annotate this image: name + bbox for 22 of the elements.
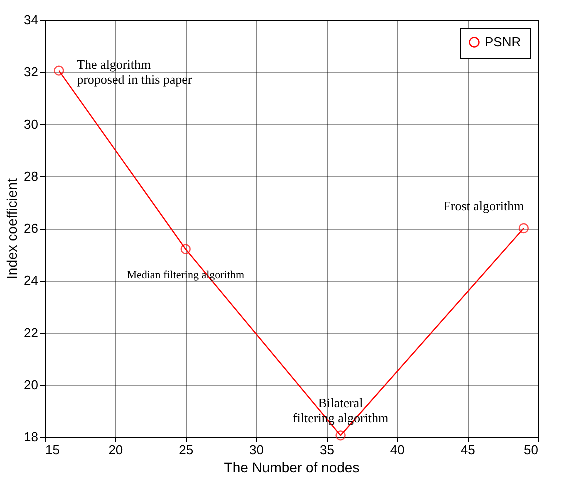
annotation: Frost algorithm — [444, 198, 524, 214]
x-tick-label: 25 — [179, 442, 194, 458]
x-tick-label: 50 — [524, 442, 538, 458]
x-axis-title: The Number of nodes — [224, 460, 360, 476]
x-tick-label: 20 — [108, 442, 124, 458]
y-tick-label: 30 — [24, 116, 38, 132]
y-axis-title: Index coefficient — [4, 178, 20, 280]
x-tick-label: 40 — [390, 442, 405, 458]
x-tick-label: 30 — [250, 442, 264, 458]
annotation: The algorithm proposed in this paper — [77, 56, 193, 87]
y-tick-label: 28 — [24, 168, 38, 184]
x-tick-label: 15 — [46, 442, 60, 458]
legend-label: PSNR — [485, 34, 522, 50]
x-tick-label: 45 — [460, 442, 476, 458]
y-tick-label: 20 — [24, 377, 38, 392]
y-tick-label: 32 — [24, 64, 38, 80]
y-tick-label: 26 — [24, 221, 38, 236]
y-tick-label: 22 — [24, 325, 38, 340]
y-tick-label: 24 — [24, 273, 38, 288]
y-tick-label: 34 — [24, 12, 38, 28]
y-tick-label: 18 — [24, 430, 38, 444]
x-tick-label: 35 — [320, 442, 334, 458]
